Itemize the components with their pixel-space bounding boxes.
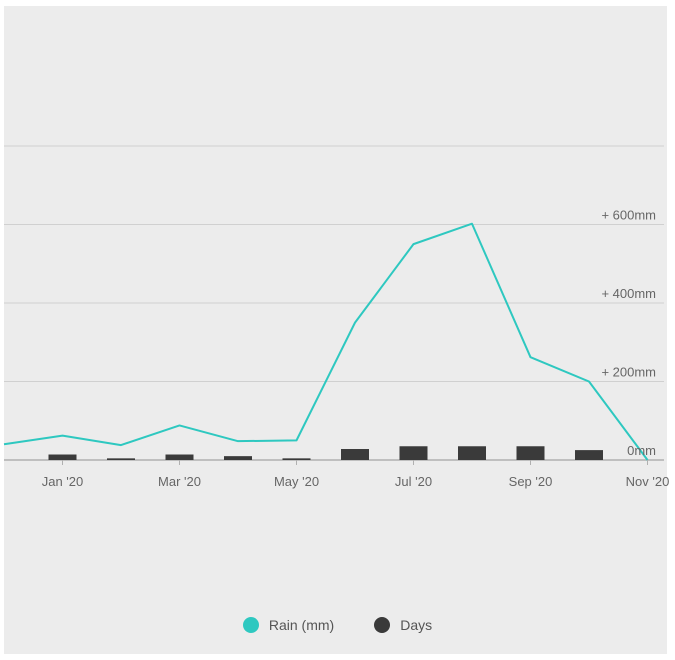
- x-tick-label: Jan '20: [42, 474, 84, 489]
- legend: Rain (mm) Days: [0, 617, 675, 633]
- legend-item-rain[interactable]: Rain (mm): [242, 617, 335, 633]
- x-tick-label: May '20: [274, 474, 319, 489]
- line-layer: [3, 222, 649, 461]
- x-tick-label: Jul '20: [395, 474, 432, 489]
- legend-days-label: Days: [400, 617, 433, 633]
- x-tick-label: Nov '20: [626, 474, 670, 489]
- days-bar[interactable]: [107, 458, 135, 460]
- days-bar[interactable]: [282, 458, 311, 460]
- x-tick-label: Sep '20: [509, 474, 553, 489]
- legend-item-days[interactable]: Days: [374, 617, 432, 633]
- grid-layer: [4, 145, 664, 461]
- y-tick-label: + 200mm: [601, 365, 656, 380]
- days-bar[interactable]: [341, 449, 369, 460]
- x-tick-label: Mar '20: [158, 474, 201, 489]
- days-legend-dot-icon: [374, 617, 391, 633]
- chart-panel: [4, 6, 667, 654]
- rain-chart: Jan '20 Mar '20 May '20 Jul '20 Sep '20 Nov '…: [3, 145, 670, 489]
- y-tick-label: + 600mm: [601, 208, 656, 223]
- legend-rain-label: Rain (mm): [268, 617, 335, 633]
- days-bar[interactable]: [458, 446, 486, 460]
- x-axis-labels: Jan '20 Mar '20 May '20 Jul '20 Sep '20 Nov '…: [42, 460, 670, 489]
- days-bar[interactable]: [399, 446, 428, 460]
- days-bar[interactable]: [48, 454, 77, 460]
- bar-layer: [48, 446, 603, 460]
- rain-legend-dot-icon: [242, 617, 259, 633]
- days-bar[interactable]: [516, 446, 545, 460]
- y-axis-labels: 0mm + 200mm + 400mm + 600mm: [601, 208, 656, 459]
- days-bar[interactable]: [224, 456, 252, 460]
- y-tick-label: 0mm: [627, 443, 656, 458]
- days-bar[interactable]: [165, 454, 194, 460]
- days-bar[interactable]: [575, 450, 603, 460]
- rain-line[interactable]: [3, 222, 649, 461]
- y-tick-label: + 400mm: [601, 286, 656, 301]
